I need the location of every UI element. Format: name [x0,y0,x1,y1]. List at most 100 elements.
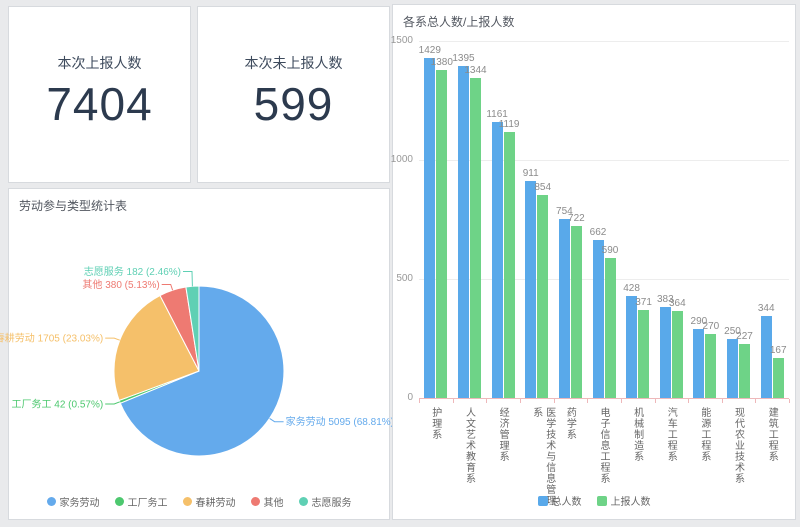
bar-总人数-药学系[interactable] [558,218,570,398]
bar-legend: 总人数 上报人数 [393,493,795,508]
pie-label-leader-line [105,401,120,405]
bar-value-label: 1344 [464,65,487,77]
legend-item-春耕劳动[interactable]: 春耕劳动 [182,494,236,509]
x-axis-tick [688,399,690,403]
bar-value-label: 1119 [498,118,520,130]
legend-label: 其他 [263,498,284,509]
legend-label: 上报人数 [610,497,651,508]
legend-label: 总人数 [551,497,582,508]
pie-slice-春耕劳动[interactable] [113,294,200,402]
x-axis-tick [553,399,555,403]
pie-label-leader-line [105,337,120,341]
bar-总人数-能源工程系[interactable] [693,329,705,398]
x-axis-category-label: 人文艺术教育系 [463,407,475,484]
bar-value-label: 1380 [430,56,453,68]
bar-总人数-医学技术与信息管理系[interactable] [525,181,537,398]
legend-swatch-icon [537,495,548,506]
bar-value-label: 590 [601,244,619,256]
pie-chart-title: 劳动参与类型统计表 [19,199,128,213]
pie-label-志愿服务: 志愿服务 182 (2.46%) [84,265,181,278]
x-axis-tick [452,399,454,403]
bar-value-label: 754 [556,205,573,217]
bar-上报人数-护理系[interactable] [436,69,448,398]
legend-item-其他[interactable]: 其他 [250,494,284,509]
bar-value-label: 290 [690,316,708,327]
y-axis-tick-label: 500 [396,273,413,284]
legend-swatch-icon [250,497,260,506]
bar-value-label: 250 [724,325,741,337]
x-axis-category-label: 机械制造系 [631,407,643,462]
bar-chart-panel: 各系总人数/上报人数 0 500 1000 1500 1429 1380 护理系 1395 13… [391,4,796,520]
x-axis-line [419,398,789,399]
bar-上报人数-药学系[interactable] [570,226,582,398]
gridline [419,160,789,161]
pie-label-其他: 其他 380 (5.13%) [82,278,159,291]
pie-legend: 家务劳动 工厂务工 春耕劳动 其他 志愿服务 [9,494,389,509]
x-axis-category-label: 经济管理系 [497,407,509,462]
bar-chart-title: 各系总人数/上报人数 [403,15,515,29]
bar-上报人数-医学技术与信息管理系[interactable] [537,194,549,398]
legend-swatch-icon [596,495,607,506]
legend-item-志愿服务[interactable]: 志愿服务 [298,494,352,509]
x-axis-category-label: 电子信息工程系 [598,407,609,484]
legend-item-家务劳动[interactable]: 家务劳动 [46,494,100,509]
bar-总人数-电子信息工程系[interactable] [592,240,604,398]
bar-上报人数-现代农业技术系[interactable] [739,344,750,398]
legend-label: 工厂务工 [127,498,168,509]
bar-总人数-护理系[interactable] [424,57,436,398]
bar-value-label: 227 [736,331,753,342]
x-axis-category-label: 药学系 [564,407,576,440]
legend-swatch-icon [182,497,192,506]
legend-swatch-icon [46,497,56,506]
x-axis-tick [587,399,589,403]
bar-总人数-经济管理系[interactable] [491,121,503,398]
bar-value-label: 1161 [486,108,508,120]
bar-总人数-人文艺术教育系[interactable] [458,66,469,398]
y-axis-tick-label: 0 [407,392,413,403]
bar-上报人数-经济管理系[interactable] [503,131,515,398]
x-axis-tick [620,399,622,403]
legend-label: 春耕劳动 [195,498,236,509]
x-axis-category-label: 现代农业技术系 [732,407,744,484]
legend-label: 志愿服务 [311,498,352,509]
bar-value-label: 662 [589,227,607,239]
bar-value-label: 722 [568,213,585,225]
stat-reported-value: 7404 [46,78,153,130]
x-axis-category-label: 护理系 [429,407,441,440]
stat-unreported-label: 本次未上报人数 [244,55,343,71]
legend-label: 家务劳动 [59,498,100,509]
bar-上报人数-建筑工程系[interactable] [772,358,784,398]
bar-上报人数-汽车工程系[interactable] [671,311,683,398]
bar-value-label: 854 [534,181,552,193]
x-axis-category-label: 建筑工程系 [766,407,778,462]
x-axis-category-label: 汽车工程系 [665,407,677,462]
bar-上报人数-能源工程系[interactable] [705,333,717,398]
gridline [419,41,789,42]
pie-chart-panel: 劳动参与类型统计表 家务劳动 5095 (68.81%) 工厂务工 42 (0.5… [0,188,394,520]
stat-card-unreported: 本次未上报人数 599 [197,6,390,183]
legend-item-工厂务工[interactable]: 工厂务工 [114,494,168,509]
bar-value-label: 1395 [452,53,475,64]
legend-item-总人数[interactable]: 总人数 [537,493,582,508]
bar-总人数-汽车工程系[interactable] [659,306,671,398]
bar-value-label: 1429 [418,44,441,56]
pie-slice-家务劳动[interactable] [119,285,285,457]
bar-上报人数-电子信息工程系[interactable] [604,257,616,398]
bar-总人数-现代农业技术系[interactable] [727,338,738,398]
stat-unreported-value: 599 [253,78,334,130]
x-axis-tick [519,399,521,403]
x-axis-tick [486,399,488,403]
bar-总人数-建筑工程系[interactable] [760,316,772,398]
bar-value-label: 344 [757,303,775,315]
bar-value-label: 383 [656,293,674,305]
pie-label-leader-line [269,417,284,423]
bar-value-label: 911 [522,168,539,180]
bar-value-label: 270 [702,320,720,332]
legend-swatch-icon [298,497,308,506]
bar-总人数-机械制造系[interactable] [626,296,638,398]
bar-上报人数-人文艺术教育系[interactable] [470,78,481,398]
legend-item-上报人数[interactable]: 上报人数 [596,493,651,508]
stat-reported-label: 本次上报人数 [57,55,142,71]
bar-上报人数-机械制造系[interactable] [638,309,650,398]
